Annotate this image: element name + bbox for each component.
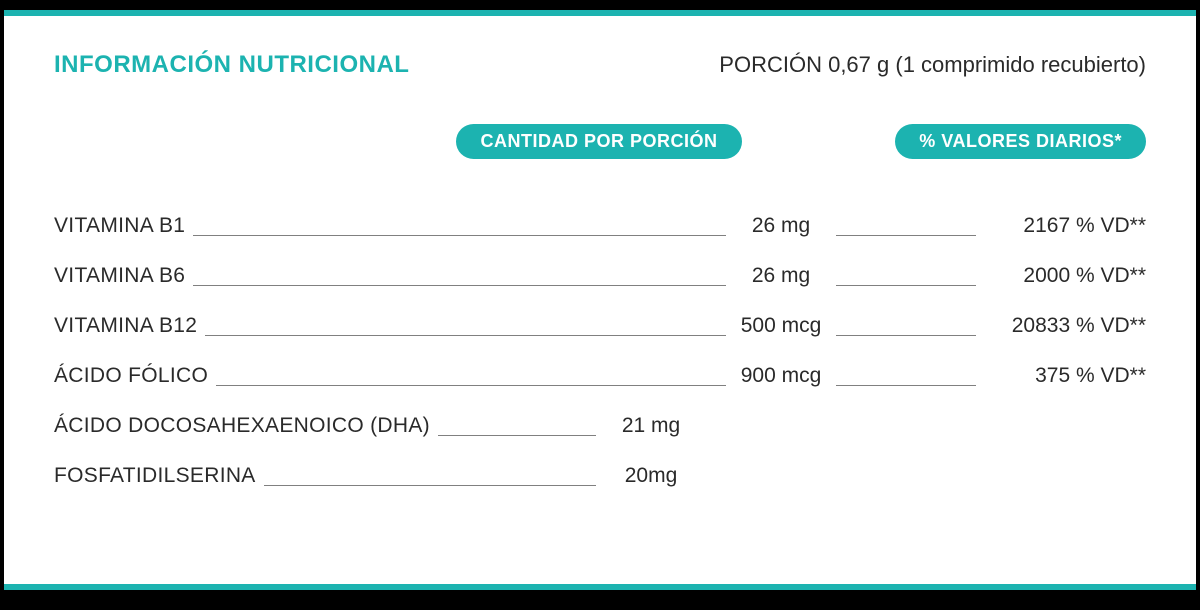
nutrient-dv: 375 % VD** bbox=[976, 364, 1146, 392]
panel-title: INFORMACIÓN NUTRICIONAL bbox=[54, 51, 409, 79]
nutrient-name: VITAMINA B12 bbox=[54, 314, 205, 342]
col-header-dv-wrap: % VALORES DIARIOS* bbox=[764, 124, 1146, 159]
col-spacer bbox=[54, 124, 434, 159]
serving-size: PORCIÓN 0,67 g (1 comprimido recubierto) bbox=[719, 52, 1146, 78]
leader-line bbox=[836, 385, 976, 386]
leader-line bbox=[264, 485, 596, 486]
nutrient-dv: 2167 % VD** bbox=[976, 214, 1146, 242]
nutrient-name: ÁCIDO DOCOSAHEXAENOICO (DHA) bbox=[54, 414, 438, 442]
leader-line bbox=[193, 285, 726, 286]
column-headers: CANTIDAD POR PORCIÓN % VALORES DIARIOS* bbox=[54, 124, 1146, 159]
nutrient-amount: 20mg bbox=[596, 464, 706, 492]
leader-line bbox=[193, 235, 726, 236]
col-header-dv: % VALORES DIARIOS* bbox=[895, 124, 1146, 159]
table-row: ÁCIDO FÓLICO 900 mcg 375 % VD** bbox=[54, 344, 1146, 392]
table-row: VITAMINA B6 26 mg 2000 % VD** bbox=[54, 244, 1146, 292]
table-row: ÁCIDO DOCOSAHEXAENOICO (DHA) 21 mg bbox=[54, 394, 1146, 442]
nutrition-rows: VITAMINA B1 26 mg 2167 % VD** VITAMINA B… bbox=[54, 194, 1146, 492]
nutrient-dv: 20833 % VD** bbox=[976, 314, 1146, 342]
nutrition-panel: INFORMACIÓN NUTRICIONAL PORCIÓN 0,67 g (… bbox=[4, 10, 1196, 590]
leader-line bbox=[205, 335, 726, 336]
nutrient-name: FOSFATIDILSERINA bbox=[54, 464, 264, 492]
header-row: INFORMACIÓN NUTRICIONAL PORCIÓN 0,67 g (… bbox=[54, 51, 1146, 79]
leader-line bbox=[438, 435, 596, 436]
col-header-amount-wrap: CANTIDAD POR PORCIÓN bbox=[434, 124, 764, 159]
nutrient-name: ÁCIDO FÓLICO bbox=[54, 364, 216, 392]
col-header-amount: CANTIDAD POR PORCIÓN bbox=[456, 124, 741, 159]
nutrient-name: VITAMINA B1 bbox=[54, 214, 193, 242]
leader-line bbox=[836, 235, 976, 236]
leader-line bbox=[836, 335, 976, 336]
nutrient-amount: 900 mcg bbox=[726, 364, 836, 392]
nutrient-dv: 2000 % VD** bbox=[976, 264, 1146, 292]
leader-line bbox=[836, 285, 976, 286]
table-row: VITAMINA B1 26 mg 2167 % VD** bbox=[54, 194, 1146, 242]
nutrient-amount: 500 mcg bbox=[726, 314, 836, 342]
leader-line bbox=[216, 385, 726, 386]
nutrient-amount: 26 mg bbox=[726, 264, 836, 292]
nutrient-amount: 26 mg bbox=[726, 214, 836, 242]
nutrient-amount: 21 mg bbox=[596, 414, 706, 442]
table-row: FOSFATIDILSERINA 20mg bbox=[54, 444, 1146, 492]
table-row: VITAMINA B12 500 mcg 20833 % VD** bbox=[54, 294, 1146, 342]
nutrient-name: VITAMINA B6 bbox=[54, 264, 193, 292]
